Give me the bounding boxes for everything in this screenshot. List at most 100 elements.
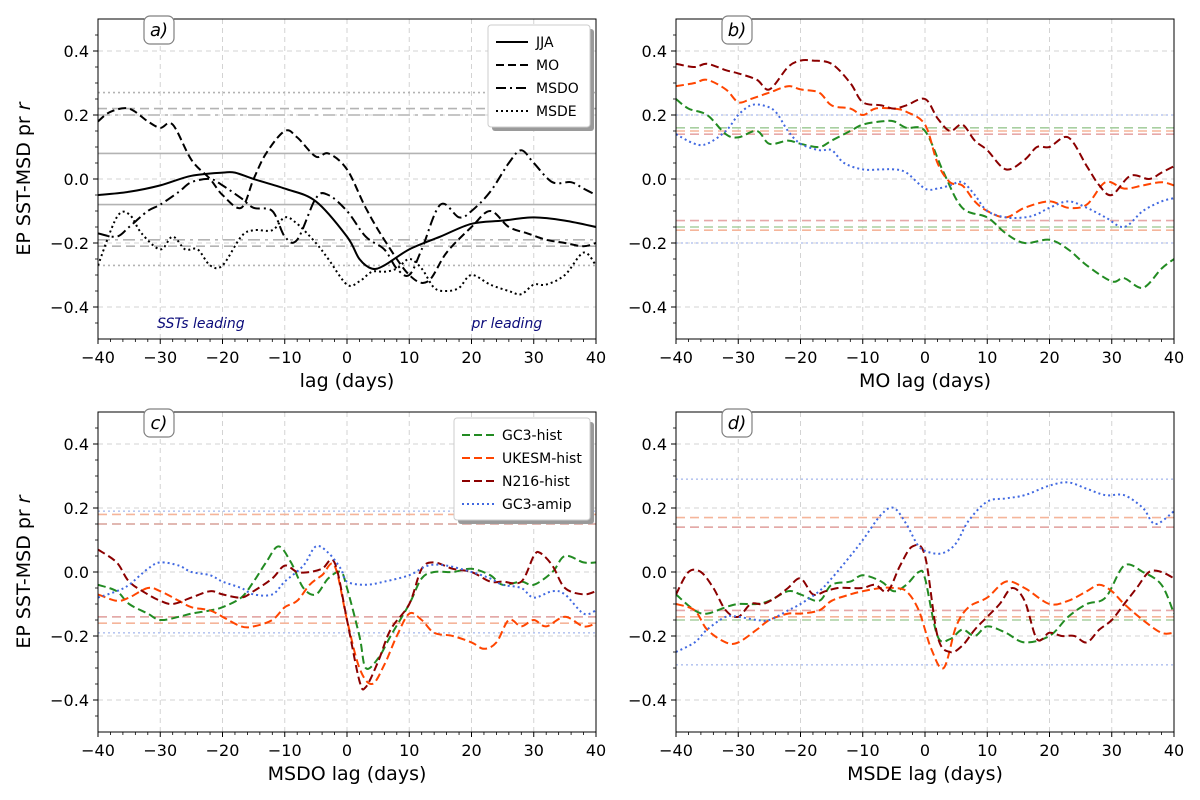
panel-tag: d) — [728, 413, 746, 434]
grid — [675, 412, 1175, 732]
x-tick-label: −20 — [206, 741, 240, 760]
legend-entry-label: MO — [536, 58, 559, 74]
series-line-gc3-hist — [676, 563, 1174, 644]
series-line-n216-hist — [98, 548, 596, 691]
annotation: pr leading — [471, 316, 543, 332]
legend: GC3-hist UKESM-hist N216-hist GC3-amip — [453, 417, 594, 524]
significance-lines — [676, 114, 1174, 244]
panel-tag: c) — [151, 413, 168, 434]
x-tick-label: 0 — [342, 348, 352, 367]
annotation: SSTs leading — [157, 316, 245, 332]
series-line-ukesm-hist — [676, 78, 1174, 219]
x-tick-label: −40 — [659, 741, 693, 760]
panel-tag-box — [143, 15, 175, 45]
series-line-msdo — [98, 149, 596, 277]
y-tick-label: −0.2 — [50, 627, 89, 646]
y-tick-label: −0.2 — [628, 627, 667, 646]
panel-b: −40 −30 −20 −10 0 10 20 30 40 −0.4 −0.2 0.0 0.2 0.4 MO… — [628, 15, 1184, 392]
series-line-ukesm-hist — [98, 562, 596, 685]
x-tick-label: −30 — [143, 348, 177, 367]
y-tick-label: 0.2 — [642, 106, 667, 125]
x-tick-label: −30 — [721, 348, 755, 367]
x-tick-label: 0 — [342, 741, 352, 760]
x-tick-label: 30 — [1102, 741, 1122, 760]
panel-a: −40 −30 −20 −10 0 10 20 30 40 −0.4 −0.2 0.0 0.2 0.4 la… — [13, 15, 606, 392]
panel-tag: b) — [728, 20, 746, 41]
ticks: −40 −30 −20 −10 0 10 20 30 40 −0.4 −0.2 0.0 0.2 0.4 — [50, 427, 606, 760]
x-tick-label: 30 — [524, 348, 544, 367]
series-group — [98, 107, 596, 296]
x-tick-label: −20 — [206, 348, 240, 367]
panel-tag-box — [143, 408, 175, 438]
y-tick-label: 0.2 — [64, 499, 89, 518]
y-tick-label: −0.4 — [50, 691, 89, 710]
x-tick-label: −10 — [846, 741, 880, 760]
legend-box — [487, 24, 591, 128]
legend-entry-label: N216-hist — [502, 474, 570, 490]
legend-entry-label: MSDO — [536, 81, 579, 97]
x-tick-label: 0 — [920, 348, 930, 367]
panel-tag-box — [721, 408, 753, 438]
legend-entry-label: JJA — [535, 35, 554, 51]
panel-tag: a) — [150, 20, 168, 41]
x-tick-label: −20 — [784, 348, 818, 367]
y-tick-label: −0.4 — [628, 298, 667, 317]
x-tick-label: 10 — [399, 741, 419, 760]
y-axis-label-r: r — [13, 101, 35, 110]
y-axis-label-text: EP SST-MSD pr — [13, 110, 35, 255]
y-axis-label: EP SST-MSD pr r — [13, 101, 35, 255]
series-line-mo — [98, 107, 596, 284]
panels: −40 −30 −20 −10 0 10 20 30 40 −0.4 −0.2 0.0 0.2 0.4 la… — [13, 15, 1184, 785]
x-tick-label: 40 — [1164, 348, 1184, 367]
x-axis-label: MSDO lag (days) — [268, 763, 427, 785]
series-line-msde — [98, 210, 596, 296]
y-tick-label: 0.2 — [642, 499, 667, 518]
x-tick-label: −20 — [784, 741, 818, 760]
x-tick-label: −40 — [659, 348, 693, 367]
series-line-gc3-hist — [676, 98, 1174, 289]
y-tick-label: 0.0 — [642, 170, 667, 189]
panel-tag-box — [721, 15, 753, 45]
series-line-gc3-amip — [676, 481, 1174, 653]
x-tick-label: 20 — [461, 741, 481, 760]
x-tick-label: 20 — [1039, 348, 1059, 367]
x-tick-label: −10 — [268, 348, 302, 367]
panel-d: −40 −30 −20 −10 0 10 20 30 40 −0.4 −0.2 0.0 0.2 0.4 MS… — [628, 408, 1184, 785]
x-tick-label: −40 — [81, 741, 115, 760]
legend-entry-label: MSDE — [536, 104, 577, 120]
x-tick-label: 40 — [1164, 741, 1184, 760]
ticks: −40 −30 −20 −10 0 10 20 30 40 −0.4 −0.2 0.0 0.2 0.4 — [628, 34, 1184, 367]
x-tick-label: 40 — [586, 348, 606, 367]
y-tick-label: 0.4 — [642, 435, 667, 454]
ticks: −40 −30 −20 −10 0 10 20 30 40 −0.4 −0.2 0.0 0.2 0.4 — [50, 34, 606, 367]
series-line-gc3-amip — [676, 103, 1174, 229]
y-tick-label: 0.4 — [642, 42, 667, 61]
x-tick-label: −10 — [268, 741, 302, 760]
x-axis-label: MSDE lag (days) — [847, 763, 1003, 785]
x-tick-label: 0 — [920, 741, 930, 760]
x-tick-label: 10 — [977, 348, 997, 367]
y-tick-label: 0.0 — [64, 563, 89, 582]
x-tick-label: 10 — [977, 741, 997, 760]
series-line-jja — [98, 170, 596, 271]
legend-entry-label: UKESM-hist — [502, 451, 582, 467]
series-line-n216-hist — [676, 543, 1174, 654]
legend: JJA MO MSDO MSDE — [487, 24, 594, 131]
x-axis-label: lag (days) — [300, 370, 395, 392]
significance-lines — [676, 478, 1174, 666]
y-tick-label: −0.2 — [50, 234, 89, 253]
y-axis-label-r: r — [13, 494, 35, 503]
x-tick-label: 30 — [524, 741, 544, 760]
y-tick-label: −0.4 — [50, 298, 89, 317]
x-tick-label: 20 — [461, 348, 481, 367]
y-axis-label: EP SST-MSD pr r — [13, 494, 35, 648]
y-tick-label: 0.2 — [64, 106, 89, 125]
series-group — [676, 58, 1174, 289]
y-tick-label: 0.4 — [64, 42, 89, 61]
x-tick-label: 40 — [586, 741, 606, 760]
y-tick-label: 0.0 — [64, 170, 89, 189]
ticks: −40 −30 −20 −10 0 10 20 30 40 −0.4 −0.2 0.0 0.2 0.4 — [628, 427, 1184, 760]
x-tick-label: 20 — [1039, 741, 1059, 760]
